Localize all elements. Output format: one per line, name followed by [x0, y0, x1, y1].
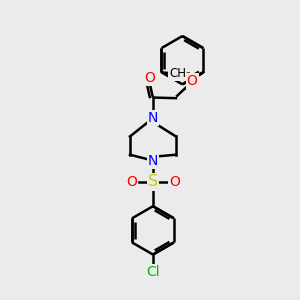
- Text: Cl: Cl: [146, 265, 160, 279]
- Text: N: N: [148, 111, 158, 125]
- Text: O: O: [187, 74, 197, 88]
- Text: CH₃: CH₃: [169, 67, 191, 80]
- Text: N: N: [148, 154, 158, 168]
- Text: O: O: [126, 175, 137, 189]
- Text: O: O: [144, 71, 155, 85]
- Text: O: O: [169, 175, 180, 189]
- Text: S: S: [148, 174, 158, 189]
